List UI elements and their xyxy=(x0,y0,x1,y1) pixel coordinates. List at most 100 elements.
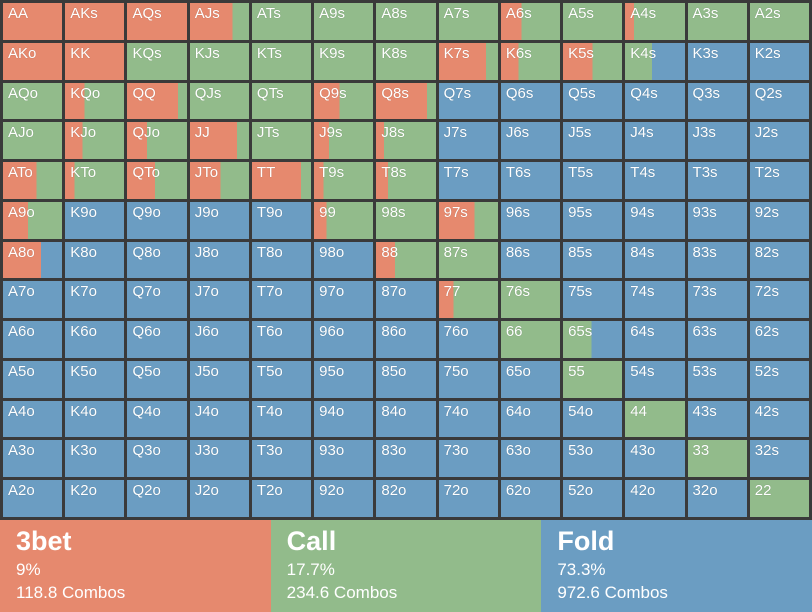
hand-cell-A5o[interactable]: A5o xyxy=(3,360,63,398)
hand-cell-J4s[interactable]: J4s xyxy=(625,122,685,160)
hand-cell-92s[interactable]: 92s xyxy=(749,201,809,239)
hand-cell-T9s[interactable]: T9s xyxy=(314,162,374,199)
hand-cell-85s[interactable]: 85s xyxy=(563,241,623,279)
hand-cell-A4o[interactable]: A4o xyxy=(3,400,63,438)
hand-cell-95s[interactable]: 95s xyxy=(563,201,623,239)
hand-cell-T4o[interactable]: T4o xyxy=(251,400,312,438)
hand-cell-Q8s[interactable]: Q8s xyxy=(376,82,436,120)
hand-cell-A6s[interactable]: A6s xyxy=(500,3,561,40)
hand-cell-A4s[interactable]: A4s xyxy=(625,3,685,40)
hand-cell-99[interactable]: 99 xyxy=(314,201,374,239)
hand-cell-74o[interactable]: 74o xyxy=(438,400,498,438)
hand-cell-AJs[interactable]: AJs xyxy=(189,3,249,40)
hand-cell-TT[interactable]: TT xyxy=(251,162,312,199)
hand-cell-K5o[interactable]: K5o xyxy=(65,360,125,398)
hand-cell-A3s[interactable]: A3s xyxy=(687,3,747,40)
hand-cell-J6o[interactable]: J6o xyxy=(189,321,249,358)
hand-cell-K7s[interactable]: K7s xyxy=(438,42,498,80)
hand-cell-88[interactable]: 88 xyxy=(376,241,436,279)
hand-cell-AKs[interactable]: AKs xyxy=(65,3,125,40)
hand-cell-K8o[interactable]: K8o xyxy=(65,241,125,279)
hand-cell-T2o[interactable]: T2o xyxy=(251,480,312,517)
hand-cell-33[interactable]: 33 xyxy=(687,440,747,478)
hand-cell-87o[interactable]: 87o xyxy=(376,281,436,319)
hand-cell-Q3s[interactable]: Q3s xyxy=(687,82,747,120)
hand-cell-94s[interactable]: 94s xyxy=(625,201,685,239)
hand-cell-AA[interactable]: AA xyxy=(3,3,63,40)
hand-cell-KQo[interactable]: KQo xyxy=(65,82,125,120)
hand-cell-75s[interactable]: 75s xyxy=(563,281,623,319)
hand-cell-J5s[interactable]: J5s xyxy=(563,122,623,160)
hand-cell-74s[interactable]: 74s xyxy=(625,281,685,319)
hand-cell-ATs[interactable]: ATs xyxy=(251,3,312,40)
hand-cell-76o[interactable]: 76o xyxy=(438,321,498,358)
hand-cell-K2o[interactable]: K2o xyxy=(65,480,125,517)
hand-cell-Q4s[interactable]: Q4s xyxy=(625,82,685,120)
hand-cell-T5s[interactable]: T5s xyxy=(563,162,623,199)
hand-cell-66[interactable]: 66 xyxy=(500,321,561,358)
hand-cell-T2s[interactable]: T2s xyxy=(749,162,809,199)
summary-call[interactable]: Call 17.7% 234.6 Combos xyxy=(270,520,542,612)
hand-cell-KTo[interactable]: KTo xyxy=(65,162,125,199)
hand-cell-KJo[interactable]: KJo xyxy=(65,122,125,160)
hand-cell-97s[interactable]: 97s xyxy=(438,201,498,239)
hand-cell-QJs[interactable]: QJs xyxy=(189,82,249,120)
hand-cell-Q9s[interactable]: Q9s xyxy=(314,82,374,120)
hand-cell-K8s[interactable]: K8s xyxy=(376,42,436,80)
hand-cell-62s[interactable]: 62s xyxy=(749,321,809,358)
hand-cell-53s[interactable]: 53s xyxy=(687,360,747,398)
hand-cell-J3s[interactable]: J3s xyxy=(687,122,747,160)
hand-cell-AKo[interactable]: AKo xyxy=(3,42,63,80)
hand-cell-52o[interactable]: 52o xyxy=(563,480,623,517)
hand-cell-42o[interactable]: 42o xyxy=(625,480,685,517)
hand-cell-QTo[interactable]: QTo xyxy=(127,162,187,199)
hand-cell-J5o[interactable]: J5o xyxy=(189,360,249,398)
hand-cell-Q5s[interactable]: Q5s xyxy=(563,82,623,120)
hand-cell-95o[interactable]: 95o xyxy=(314,360,374,398)
hand-cell-73s[interactable]: 73s xyxy=(687,281,747,319)
hand-cell-T3o[interactable]: T3o xyxy=(251,440,312,478)
hand-cell-93s[interactable]: 93s xyxy=(687,201,747,239)
hand-cell-A2o[interactable]: A2o xyxy=(3,480,63,517)
hand-cell-A8s[interactable]: A8s xyxy=(376,3,436,40)
summary-3bet[interactable]: 3bet 9% 118.8 Combos xyxy=(0,520,271,612)
hand-cell-Q5o[interactable]: Q5o xyxy=(127,360,187,398)
hand-cell-T4s[interactable]: T4s xyxy=(625,162,685,199)
hand-cell-J3o[interactable]: J3o xyxy=(189,440,249,478)
hand-cell-K7o[interactable]: K7o xyxy=(65,281,125,319)
hand-cell-85o[interactable]: 85o xyxy=(376,360,436,398)
hand-cell-22[interactable]: 22 xyxy=(749,480,809,517)
hand-cell-44[interactable]: 44 xyxy=(625,400,685,438)
hand-cell-65s[interactable]: 65s xyxy=(563,321,623,358)
hand-cell-T8s[interactable]: T8s xyxy=(376,162,436,199)
hand-cell-QQ[interactable]: QQ xyxy=(127,82,187,120)
hand-cell-Q8o[interactable]: Q8o xyxy=(127,241,187,279)
hand-cell-64o[interactable]: 64o xyxy=(500,400,561,438)
hand-cell-87s[interactable]: 87s xyxy=(438,241,498,279)
hand-cell-86o[interactable]: 86o xyxy=(376,321,436,358)
hand-cell-J8o[interactable]: J8o xyxy=(189,241,249,279)
hand-cell-JJ[interactable]: JJ xyxy=(189,122,249,160)
hand-cell-A7o[interactable]: A7o xyxy=(3,281,63,319)
hand-cell-63s[interactable]: 63s xyxy=(687,321,747,358)
hand-cell-KTs[interactable]: KTs xyxy=(251,42,312,80)
hand-cell-Q4o[interactable]: Q4o xyxy=(127,400,187,438)
hand-cell-Q7o[interactable]: Q7o xyxy=(127,281,187,319)
hand-cell-T6s[interactable]: T6s xyxy=(500,162,561,199)
hand-cell-Q9o[interactable]: Q9o xyxy=(127,201,187,239)
hand-cell-T7o[interactable]: T7o xyxy=(251,281,312,319)
hand-cell-Q3o[interactable]: Q3o xyxy=(127,440,187,478)
summary-fold[interactable]: Fold 73.3% 972.6 Combos xyxy=(541,520,812,612)
hand-cell-ATo[interactable]: ATo xyxy=(3,162,63,199)
hand-cell-K3s[interactable]: K3s xyxy=(687,42,747,80)
hand-cell-82o[interactable]: 82o xyxy=(376,480,436,517)
hand-cell-97o[interactable]: 97o xyxy=(314,281,374,319)
hand-cell-53o[interactable]: 53o xyxy=(563,440,623,478)
hand-cell-32s[interactable]: 32s xyxy=(749,440,809,478)
hand-cell-75o[interactable]: 75o xyxy=(438,360,498,398)
hand-cell-J9s[interactable]: J9s xyxy=(314,122,374,160)
hand-cell-J6s[interactable]: J6s xyxy=(500,122,561,160)
hand-cell-62o[interactable]: 62o xyxy=(500,480,561,517)
hand-cell-72o[interactable]: 72o xyxy=(438,480,498,517)
hand-cell-J7o[interactable]: J7o xyxy=(189,281,249,319)
